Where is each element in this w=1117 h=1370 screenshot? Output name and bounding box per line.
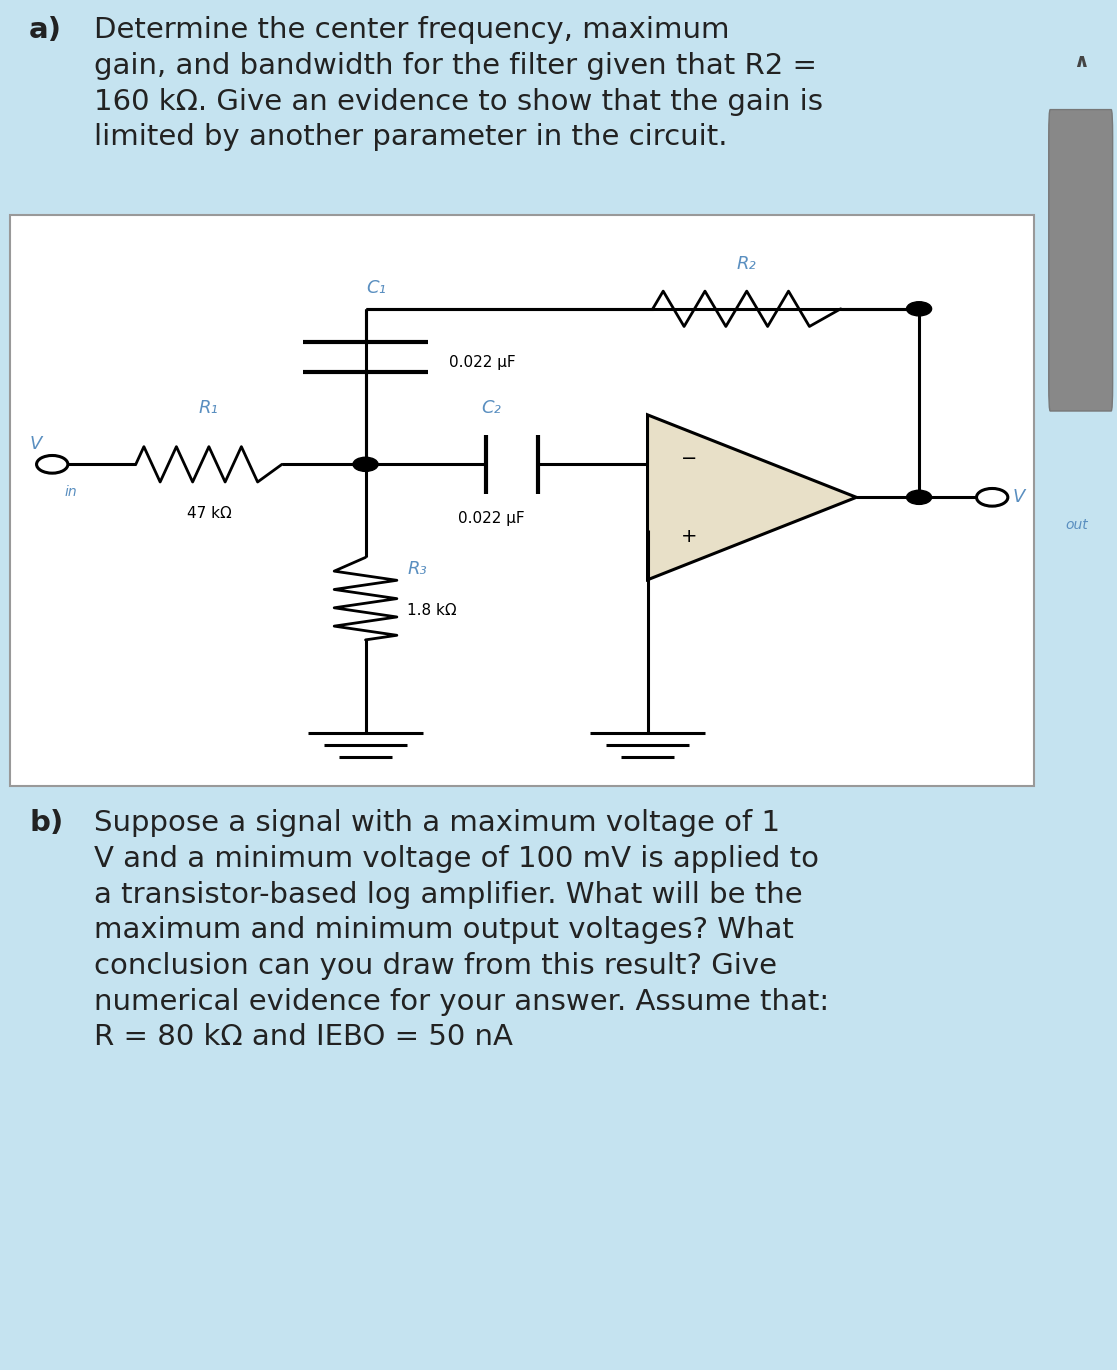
Text: V: V	[1013, 488, 1025, 507]
Text: ∧: ∧	[1072, 52, 1089, 71]
Text: out: out	[1066, 518, 1088, 532]
Text: C₁: C₁	[366, 279, 385, 297]
Text: Determine the center frequency, maximum
gain, and bandwidth for the filter given: Determine the center frequency, maximum …	[94, 16, 823, 151]
Circle shape	[907, 490, 932, 504]
Text: in: in	[65, 485, 77, 499]
Circle shape	[353, 458, 378, 471]
Text: 1.8 kΩ: 1.8 kΩ	[408, 603, 457, 618]
Text: V: V	[29, 434, 41, 452]
Text: 0.022 μF: 0.022 μF	[449, 355, 516, 370]
Text: R₂: R₂	[737, 255, 756, 274]
FancyBboxPatch shape	[1049, 110, 1113, 411]
Text: 47 kΩ: 47 kΩ	[187, 506, 231, 521]
Text: C₂: C₂	[481, 399, 500, 418]
Polygon shape	[648, 415, 857, 580]
Text: a): a)	[29, 16, 63, 44]
Text: +: +	[681, 526, 697, 545]
Text: R₃: R₃	[408, 560, 427, 578]
Circle shape	[907, 301, 932, 316]
Text: Suppose a signal with a maximum voltage of 1
V and a minimum voltage of 100 mV i: Suppose a signal with a maximum voltage …	[94, 810, 829, 1051]
Text: R₁: R₁	[199, 399, 219, 418]
Text: 0.022 μF: 0.022 μF	[458, 511, 524, 526]
Text: −: −	[681, 449, 697, 469]
Text: b): b)	[29, 810, 64, 837]
